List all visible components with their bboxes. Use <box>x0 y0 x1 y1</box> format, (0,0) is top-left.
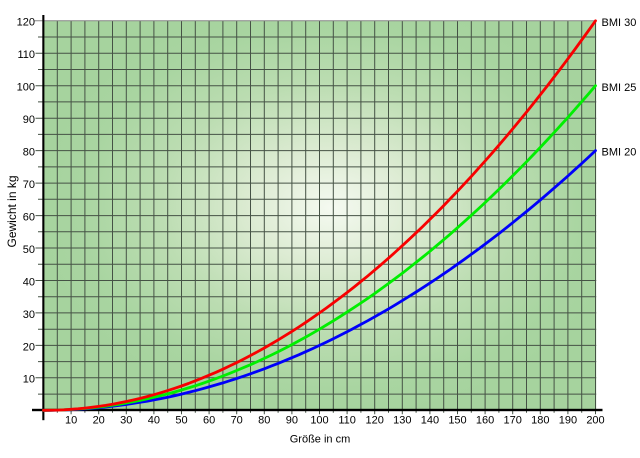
svg-text:70: 70 <box>23 179 35 191</box>
svg-text:170: 170 <box>504 415 522 427</box>
svg-text:90: 90 <box>23 114 35 126</box>
svg-text:10: 10 <box>23 374 35 386</box>
svg-text:40: 40 <box>23 276 35 288</box>
svg-text:20: 20 <box>93 415 105 427</box>
svg-text:160: 160 <box>476 415 494 427</box>
svg-text:130: 130 <box>393 415 411 427</box>
svg-text:Gewicht in kg: Gewicht in kg <box>5 175 19 247</box>
svg-text:50: 50 <box>23 244 35 256</box>
svg-text:60: 60 <box>23 212 35 224</box>
svg-text:100: 100 <box>17 82 35 94</box>
svg-text:60: 60 <box>203 415 215 427</box>
svg-text:40: 40 <box>148 415 160 427</box>
svg-text:100: 100 <box>310 415 328 427</box>
svg-text:140: 140 <box>421 415 439 427</box>
svg-text:50: 50 <box>175 415 187 427</box>
svg-text:120: 120 <box>366 415 384 427</box>
svg-text:120: 120 <box>17 17 35 29</box>
svg-text:190: 190 <box>559 415 577 427</box>
svg-text:BMI 20: BMI 20 <box>602 147 637 159</box>
svg-text:10: 10 <box>65 415 77 427</box>
svg-text:30: 30 <box>120 415 132 427</box>
svg-text:30: 30 <box>23 309 35 321</box>
svg-text:180: 180 <box>531 415 549 427</box>
svg-text:20: 20 <box>23 341 35 353</box>
svg-text:150: 150 <box>448 415 466 427</box>
svg-text:110: 110 <box>17 49 35 61</box>
svg-text:70: 70 <box>231 415 243 427</box>
svg-text:90: 90 <box>286 415 298 427</box>
svg-text:200: 200 <box>586 415 604 427</box>
svg-text:BMI 25: BMI 25 <box>602 82 637 94</box>
svg-text:Größe in cm: Größe in cm <box>290 433 351 445</box>
svg-text:110: 110 <box>338 415 356 427</box>
svg-text:BMI 30: BMI 30 <box>602 17 637 29</box>
svg-text:80: 80 <box>258 415 270 427</box>
svg-text:80: 80 <box>23 147 35 159</box>
